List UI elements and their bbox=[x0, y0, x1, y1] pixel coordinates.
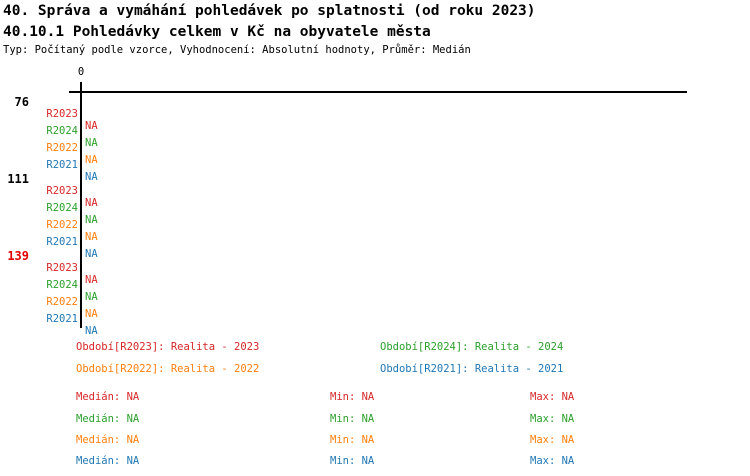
series-label: R2023 bbox=[46, 185, 78, 197]
chart-row: R2021 NA bbox=[0, 224, 320, 260]
chart-row: R2023 NA bbox=[0, 250, 320, 286]
series-label: R2024 bbox=[46, 279, 78, 291]
x-axis-line bbox=[69, 91, 687, 93]
series-value: NA bbox=[85, 171, 98, 183]
stat-median: Medián: NA bbox=[76, 455, 140, 467]
series-label: R2023 bbox=[46, 108, 78, 120]
stat-median: Medián: NA bbox=[76, 434, 140, 446]
series-value: NA bbox=[85, 308, 98, 320]
stat-min: Min: NA bbox=[330, 455, 375, 467]
stat-max: Max: NA bbox=[530, 455, 575, 467]
series-label: R2024 bbox=[46, 202, 78, 214]
series-label: R2022 bbox=[46, 296, 78, 308]
series-value: NA bbox=[85, 120, 98, 132]
stat-min: Min: NA bbox=[330, 391, 375, 403]
chart-row: R2022 NA bbox=[0, 207, 320, 243]
x-axis-zero-tick-label: 0 bbox=[77, 66, 85, 78]
series-value: NA bbox=[85, 137, 98, 149]
legend-item: Období[R2023]: Realita - 2023 bbox=[76, 341, 260, 353]
series-value: NA bbox=[85, 291, 98, 303]
legend-item: Období[R2024]: Realita - 2024 bbox=[380, 341, 564, 353]
chart-row: R2021 NA bbox=[0, 301, 320, 337]
series-value: NA bbox=[85, 214, 98, 226]
chart-row: R2022 NA bbox=[0, 130, 320, 166]
legend-item: Období[R2022]: Realita - 2022 bbox=[76, 363, 260, 375]
indicator-subtitle: Typ: Počítaný podle vzorce, Vyhodnocení:… bbox=[3, 44, 471, 56]
series-value: NA bbox=[85, 325, 98, 337]
stat-max: Max: NA bbox=[530, 434, 575, 446]
stat-median: Medián: NA bbox=[76, 413, 140, 425]
chart-row: R2021 NA bbox=[0, 147, 320, 183]
chart-row: R2022 NA bbox=[0, 284, 320, 320]
group-label: 139 bbox=[7, 249, 29, 263]
series-value: NA bbox=[85, 274, 98, 286]
chart-row: R2024 NA bbox=[0, 267, 320, 303]
stat-max: Max: NA bbox=[530, 413, 575, 425]
series-label: R2022 bbox=[46, 219, 78, 231]
page-title: 40. Správa a vymáhání pohledávek po spla… bbox=[3, 3, 536, 19]
group-label: 76 bbox=[14, 95, 29, 109]
series-value: NA bbox=[85, 197, 98, 209]
group-label: 111 bbox=[7, 172, 29, 186]
series-label: R2021 bbox=[46, 159, 78, 171]
series-value: NA bbox=[85, 231, 98, 243]
chart-row: R2023 NA bbox=[0, 96, 320, 132]
series-value: NA bbox=[85, 248, 98, 260]
series-value: NA bbox=[85, 154, 98, 166]
legend-item: Období[R2021]: Realita - 2021 bbox=[380, 363, 564, 375]
series-label: R2021 bbox=[46, 236, 78, 248]
stat-max: Max: NA bbox=[530, 391, 575, 403]
chart-row: R2024 NA bbox=[0, 190, 320, 226]
stat-median: Medián: NA bbox=[76, 391, 140, 403]
series-label: R2024 bbox=[46, 125, 78, 137]
series-label: R2021 bbox=[46, 313, 78, 325]
series-label: R2022 bbox=[46, 142, 78, 154]
stat-min: Min: NA bbox=[330, 413, 375, 425]
indicator-title: 40.10.1 Pohledávky celkem v Kč na obyvat… bbox=[3, 24, 431, 40]
y-axis-line bbox=[80, 82, 82, 328]
chart-row: R2024 NA bbox=[0, 113, 320, 149]
series-label: R2023 bbox=[46, 262, 78, 274]
chart-row: R2023 NA bbox=[0, 173, 320, 209]
stat-min: Min: NA bbox=[330, 434, 375, 446]
